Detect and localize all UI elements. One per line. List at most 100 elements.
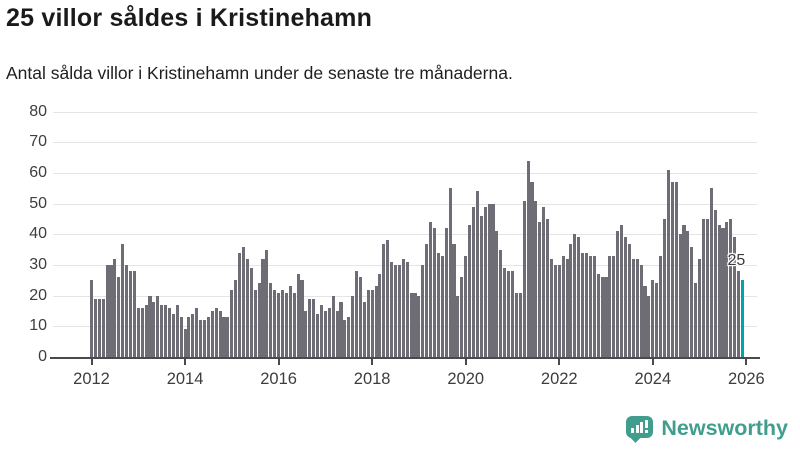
bar bbox=[522, 200, 526, 357]
gridline bbox=[53, 111, 757, 113]
x-axis-tick bbox=[558, 359, 561, 365]
bar bbox=[257, 283, 261, 357]
bar bbox=[323, 311, 327, 357]
x-axis-label: 2012 bbox=[73, 370, 110, 388]
bar bbox=[709, 188, 713, 357]
bar bbox=[662, 219, 667, 357]
bar bbox=[721, 228, 725, 357]
y-axis-label: 80 bbox=[29, 102, 47, 120]
bar bbox=[117, 277, 121, 357]
bar bbox=[390, 261, 394, 357]
x-axis-label: 2018 bbox=[353, 370, 391, 388]
page-title: 25 villor såldes i Kristinehamn bbox=[6, 4, 373, 32]
x-axis-label: 2020 bbox=[447, 370, 485, 388]
bar bbox=[581, 252, 585, 357]
bar bbox=[234, 280, 238, 357]
bar bbox=[620, 225, 624, 357]
bar bbox=[655, 283, 659, 357]
bar bbox=[530, 182, 534, 357]
bar bbox=[409, 292, 413, 357]
bar bbox=[191, 314, 195, 357]
bar bbox=[495, 231, 499, 357]
bar bbox=[382, 243, 386, 357]
bar bbox=[358, 277, 362, 357]
bar bbox=[113, 258, 117, 357]
gridline bbox=[53, 234, 757, 236]
bar bbox=[374, 286, 378, 357]
bar bbox=[284, 292, 288, 357]
bar bbox=[503, 268, 507, 357]
x-axis-label: 2014 bbox=[166, 370, 204, 388]
bar bbox=[549, 258, 553, 357]
bar bbox=[678, 234, 682, 357]
x-axis-tick bbox=[371, 359, 374, 365]
x-axis-tick bbox=[184, 359, 187, 365]
bar bbox=[417, 295, 421, 357]
bar bbox=[121, 243, 125, 357]
bar bbox=[164, 304, 168, 357]
gridline bbox=[53, 295, 757, 297]
x-axis-label: 2026 bbox=[728, 370, 765, 388]
bar bbox=[659, 255, 663, 357]
bar bbox=[733, 237, 737, 357]
bar bbox=[701, 219, 706, 357]
gridline bbox=[53, 265, 757, 267]
chart-subtitle: Antal sålda villor i Kristinehamn under … bbox=[6, 63, 513, 83]
bar bbox=[265, 249, 269, 357]
bar bbox=[553, 265, 557, 357]
bar bbox=[561, 255, 565, 357]
bar bbox=[331, 295, 335, 357]
bar bbox=[444, 228, 448, 357]
bar bbox=[261, 258, 265, 357]
bar bbox=[339, 301, 343, 357]
bar bbox=[167, 307, 171, 357]
bar bbox=[347, 317, 351, 357]
bar bbox=[729, 219, 733, 357]
x-axis-label: 2024 bbox=[634, 370, 672, 388]
x-axis-tick bbox=[745, 359, 748, 365]
bar bbox=[546, 219, 550, 357]
bar bbox=[588, 255, 592, 357]
bar bbox=[230, 289, 234, 357]
bar bbox=[222, 317, 226, 357]
bar bbox=[674, 182, 678, 357]
bar bbox=[273, 289, 277, 357]
bar bbox=[226, 317, 230, 357]
bar bbox=[405, 261, 409, 357]
bar bbox=[627, 243, 631, 357]
bar bbox=[651, 280, 655, 357]
bar bbox=[386, 240, 390, 357]
bar bbox=[475, 191, 479, 357]
bar bbox=[514, 292, 518, 357]
bar bbox=[635, 258, 639, 357]
bar bbox=[686, 231, 690, 357]
latest-value-label: 25 bbox=[727, 252, 746, 270]
y-axis-label: 70 bbox=[29, 133, 47, 151]
bar bbox=[510, 271, 515, 357]
bar bbox=[144, 304, 148, 357]
bar bbox=[612, 255, 616, 357]
y-axis-label: 20 bbox=[29, 286, 47, 304]
bar bbox=[468, 225, 472, 357]
bar bbox=[717, 225, 721, 357]
gridline bbox=[53, 142, 757, 144]
bar bbox=[152, 301, 156, 357]
bar bbox=[526, 160, 530, 357]
bar bbox=[491, 203, 495, 357]
bar bbox=[740, 280, 744, 357]
x-axis-line bbox=[50, 357, 760, 359]
bar bbox=[93, 298, 97, 357]
y-axis-label: 60 bbox=[29, 164, 47, 182]
bar bbox=[464, 255, 468, 357]
bar bbox=[518, 292, 522, 357]
bar bbox=[425, 243, 429, 357]
bar bbox=[690, 246, 694, 357]
y-axis-label: 50 bbox=[29, 194, 47, 212]
bar bbox=[253, 289, 257, 357]
bar bbox=[393, 265, 398, 357]
bar bbox=[538, 222, 542, 357]
bar bbox=[456, 295, 460, 357]
bar bbox=[507, 271, 511, 357]
bar bbox=[432, 228, 437, 357]
bar bbox=[713, 209, 717, 357]
